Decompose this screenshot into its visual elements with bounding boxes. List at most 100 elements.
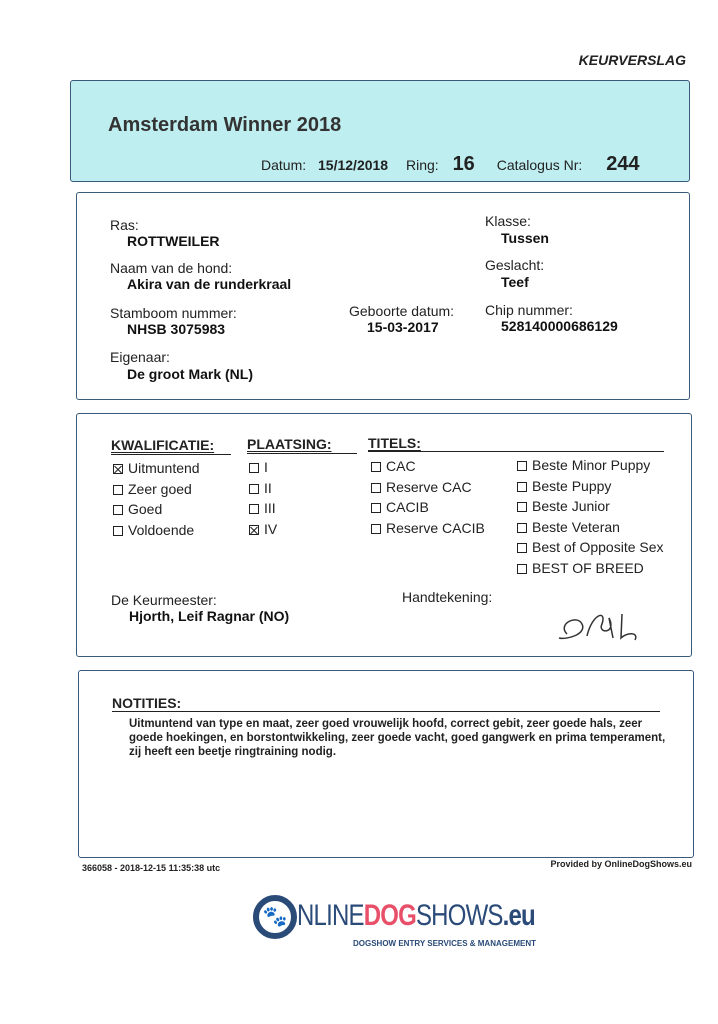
catalogus-value: 244 xyxy=(606,153,640,175)
titels2-checkbox[interactable]: Beste Junior xyxy=(517,498,610,514)
notes-header: NOTITIES: xyxy=(112,695,182,711)
checkbox-label: Reserve CACIB xyxy=(386,519,485,536)
checkbox-label: Beste Minor Puppy xyxy=(532,457,651,473)
plaatsing-checkbox[interactable]: III xyxy=(249,500,276,516)
checkbox-label: Reserve CAC xyxy=(386,478,472,495)
provided-by: Provided by OnlineDogShows.eu xyxy=(550,859,692,869)
naam-label: Naam van de hond: xyxy=(110,260,233,276)
judging-section: KWALIFICATIE: PLAATSING: TITELS: De Keur… xyxy=(76,413,692,657)
datum-label: Datum: xyxy=(261,157,307,173)
plaatsing-checkbox[interactable]: II xyxy=(249,480,272,496)
keurmeester-label: De Keurmeester: xyxy=(111,592,217,608)
handtekening-label: Handtekening: xyxy=(402,589,493,605)
checkbox-icon xyxy=(517,481,527,492)
titels-checkbox[interactable]: Reserve CAC xyxy=(371,479,472,495)
titels-checkbox[interactable]: CAC xyxy=(371,458,416,474)
titels2-checkbox[interactable]: Beste Minor Puppy xyxy=(517,457,650,473)
logo-tagline: DOGSHOW ENTRY SERVICES & MANAGEMENT xyxy=(353,939,536,948)
datum-value: 15/12/2018 xyxy=(318,157,389,173)
event-title: Amsterdam Winner 2018 xyxy=(108,114,342,136)
titels2-checkbox[interactable]: Beste Puppy xyxy=(517,478,611,494)
event-header: Amsterdam Winner 2018 Datum: 15/12/2018 … xyxy=(70,80,690,182)
checkbox-label: BEST OF BREED xyxy=(532,559,644,576)
checkbox-label: CAC xyxy=(386,458,416,474)
kwalificatie-checkbox[interactable]: Zeer goed xyxy=(113,481,192,497)
stamboom-label: Stamboom nummer: xyxy=(110,305,237,321)
ring-value: 16 xyxy=(452,153,475,175)
logo-text: NLINE xyxy=(297,899,364,932)
ring-label: Ring: xyxy=(405,157,439,173)
checkbox-label: Beste Puppy xyxy=(532,477,612,494)
checkbox-label: II xyxy=(264,479,272,496)
checkbox-label: Zeer goed xyxy=(128,480,192,497)
doc-type: KEURVERSLAG xyxy=(578,52,686,68)
kwalificatie-checkbox[interactable]: Voldoende xyxy=(113,522,194,538)
checkbox-icon xyxy=(517,522,527,533)
checkbox-label: CACIB xyxy=(386,499,429,515)
checkbox-icon xyxy=(517,563,527,574)
dog-info: Ras: ROTTWEILER Naam van de hond: Akira … xyxy=(76,192,690,400)
onlinedogshows-logo: 🐾 NLINEDOGSHOWS.eu DOGSHOW ENTRY SERVICE… xyxy=(253,893,536,953)
checkbox-label: Uitmuntend xyxy=(128,460,200,476)
logo-text: SHOWS xyxy=(415,899,503,932)
catalogus-label: Catalogus Nr: xyxy=(496,157,583,173)
checkbox-icon xyxy=(249,483,259,494)
plaatsing-checkbox[interactable]: I xyxy=(249,459,268,475)
checkbox-label: Beste Junior xyxy=(532,498,610,514)
notes-section: NOTITIES: Uitmuntend van type en maat, z… xyxy=(78,670,694,858)
naam-value: Akira van de runderkraal xyxy=(127,276,292,292)
titels-header: TITELS: xyxy=(368,435,421,451)
stamboom-value: NHSB 3075983 xyxy=(127,321,226,337)
checkbox-icon xyxy=(371,523,381,534)
plaatsing-checkbox[interactable]: IV xyxy=(249,521,277,537)
chip-value: 528140000686129 xyxy=(501,318,618,334)
checkbox-label: I xyxy=(264,459,268,475)
titels-checkbox[interactable]: Reserve CACIB xyxy=(371,520,485,536)
checkbox-label: IV xyxy=(264,520,278,537)
checkbox-icon xyxy=(517,502,527,512)
checkbox-icon xyxy=(113,484,123,495)
checkbox-icon xyxy=(517,461,527,471)
plaatsing-header: PLAATSING: xyxy=(247,436,332,452)
kwalificatie-checkbox[interactable]: Goed xyxy=(113,501,162,517)
chip-label: Chip nummer: xyxy=(485,302,573,318)
titels2-checkbox[interactable]: BEST OF BREED xyxy=(517,560,644,576)
kwalificatie-header: KWALIFICATIE: xyxy=(111,437,215,453)
geslacht-value: Teef xyxy=(501,274,529,290)
checkbox-label: Goed xyxy=(128,501,163,517)
checkbox-label: Best of Opposite Sex xyxy=(532,539,664,555)
checkbox-icon xyxy=(249,524,259,535)
geslacht-label: Geslacht: xyxy=(485,257,545,273)
keurmeester-value: Hjorth, Leif Ragnar (NO) xyxy=(129,608,290,624)
checkbox-icon xyxy=(113,505,123,515)
titels2-checkbox[interactable]: Beste Veteran xyxy=(517,519,620,535)
geboorte-label: Geboorte datum: xyxy=(349,303,455,319)
eigenaar-label: Eigenaar: xyxy=(110,349,170,365)
kwalificatie-checkbox[interactable]: Uitmuntend xyxy=(113,460,200,476)
notes-text: Uitmuntend van type en maat, zeer goed v… xyxy=(129,718,666,758)
geboorte-value: 15-03-2017 xyxy=(367,319,439,335)
checkbox-label: III xyxy=(264,500,276,516)
ras-label: Ras: xyxy=(110,217,139,233)
eigenaar-value: De groot Mark (NL) xyxy=(127,366,253,382)
checkbox-icon xyxy=(371,503,381,513)
checkbox-icon xyxy=(249,463,259,473)
checkbox-icon xyxy=(371,462,381,472)
logo-text: DOG xyxy=(363,899,417,932)
checkbox-icon xyxy=(113,464,123,474)
klasse-value: Tussen xyxy=(501,230,549,246)
checkbox-icon xyxy=(371,482,381,493)
titels-checkbox[interactable]: CACIB xyxy=(371,499,429,515)
logo-text: .eu xyxy=(502,899,536,932)
checkbox-label: Voldoende xyxy=(128,521,195,538)
id-stamp: 366058 - 2018-12-15 11:35:38 utc xyxy=(82,863,221,873)
checkbox-icon xyxy=(113,525,123,536)
titels2-checkbox[interactable]: Best of Opposite Sex xyxy=(517,539,664,555)
signature xyxy=(558,613,637,641)
paw-icon: 🐾 xyxy=(253,895,297,939)
ras-value: ROTTWEILER xyxy=(127,233,220,249)
klasse-label: Klasse: xyxy=(485,213,531,229)
checkbox-icon xyxy=(249,504,259,514)
checkbox-label: Beste Veteran xyxy=(532,518,620,535)
checkbox-icon xyxy=(517,543,527,553)
